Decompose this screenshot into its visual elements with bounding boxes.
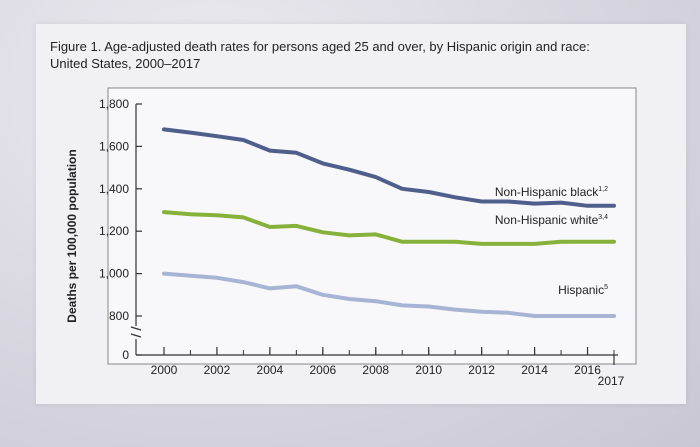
x-tick-label: 2002 xyxy=(204,363,231,377)
x-tick-label: 2000 xyxy=(151,363,178,377)
x-tick-label: 2010 xyxy=(415,363,442,377)
y-tick-label: 1,800 xyxy=(99,97,129,111)
line-chart: 0 800 1,000 1,200 1,400 1,600 1,800 2000 2002 200… xyxy=(65,87,637,388)
figure-title-line-1: Figure 1. Age-adjusted death rates for p… xyxy=(50,39,590,54)
series-label: Non-Hispanic black1,2 xyxy=(495,185,608,199)
y-axis-title: Deaths per 100,000 population xyxy=(65,149,79,322)
x-tick-label: 2016 xyxy=(574,363,601,377)
y-tick-label: 1,400 xyxy=(99,182,129,196)
y-axis-break xyxy=(130,326,142,338)
series-label: Hispanic5 xyxy=(558,283,608,297)
y-tick-label: 1,600 xyxy=(99,139,129,153)
figure-card: Figure 1. Age-adjusted death rates for p… xyxy=(36,24,686,404)
y-tick-label: 1,200 xyxy=(99,224,129,238)
series-label: Non-Hispanic white3,4 xyxy=(495,213,608,227)
y-tick-label: 0 xyxy=(122,348,129,362)
y-tick-label: 800 xyxy=(109,309,129,323)
figure-title: Figure 1. Age-adjusted death rates for p… xyxy=(50,38,670,72)
x-tick-label: 2012 xyxy=(468,363,495,377)
x-tick-label: 2008 xyxy=(362,363,389,377)
series-line-hispanic xyxy=(162,271,616,318)
x-tick-label: 2017 xyxy=(598,374,625,388)
series-line-non-hispanic-white xyxy=(162,210,616,246)
x-tick-label: 2004 xyxy=(257,363,284,377)
y-tick-label: 1,000 xyxy=(99,267,129,281)
series-line-non-hispanic-black xyxy=(162,127,616,208)
x-tick-label: 2006 xyxy=(309,363,336,377)
x-tick-label: 2014 xyxy=(521,363,548,377)
figure-title-line-2: United States, 2000–2017 xyxy=(50,56,201,71)
